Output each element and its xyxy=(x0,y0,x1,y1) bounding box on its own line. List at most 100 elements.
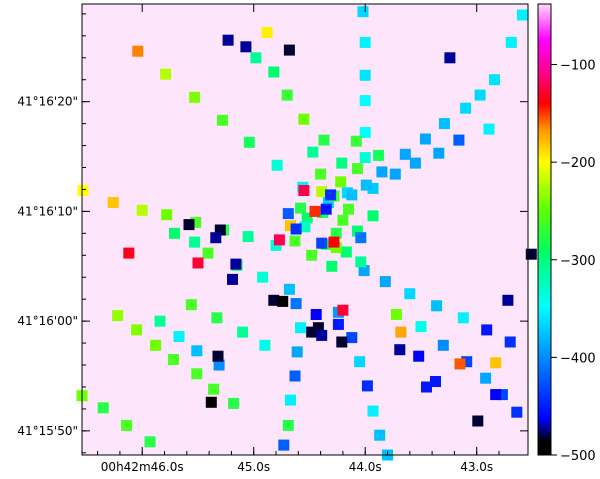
data-point xyxy=(496,389,508,401)
data-point xyxy=(399,148,411,160)
data-point xyxy=(307,146,319,158)
data-point xyxy=(290,298,302,310)
data-point xyxy=(202,247,214,259)
data-point xyxy=(502,294,514,306)
data-point xyxy=(505,36,517,48)
data-point xyxy=(169,227,180,239)
data-point xyxy=(261,27,273,38)
data-point xyxy=(211,312,223,324)
data-point xyxy=(282,419,294,431)
data-point xyxy=(282,208,294,220)
data-point xyxy=(351,163,363,175)
data-point xyxy=(359,36,371,48)
colorbar-tick-label: −400 xyxy=(560,351,596,366)
data-point xyxy=(389,168,401,180)
y-tick-label: 41°16'20" xyxy=(17,95,78,109)
data-point xyxy=(373,149,385,161)
data-point xyxy=(259,339,271,351)
x-tick-label: 00h42m46.0s xyxy=(101,460,184,474)
data-point xyxy=(205,396,217,408)
data-point xyxy=(355,232,367,244)
data-point xyxy=(167,354,179,365)
data-point xyxy=(283,283,295,295)
data-point xyxy=(277,295,289,307)
data-point xyxy=(243,136,255,148)
data-point xyxy=(351,225,363,237)
data-point xyxy=(504,336,516,348)
data-point xyxy=(285,220,296,232)
data-point xyxy=(376,166,388,178)
data-point xyxy=(112,310,124,322)
data-point xyxy=(183,219,195,231)
x-axis: 00h42m46.0s 45.0s 44.0s 43.0s xyxy=(97,4,500,474)
data-point xyxy=(271,159,283,171)
data-point xyxy=(379,276,391,288)
data-point xyxy=(340,246,352,258)
data-point xyxy=(191,345,203,357)
data-point xyxy=(289,235,301,247)
data-point xyxy=(214,224,226,236)
data-point xyxy=(437,339,449,351)
data-point xyxy=(358,265,370,277)
data-point xyxy=(421,381,432,393)
data-point xyxy=(306,326,318,338)
x-tick-label: 44.0s xyxy=(349,460,382,474)
data-point xyxy=(343,203,354,215)
data-points xyxy=(76,6,537,461)
data-point xyxy=(136,204,148,216)
data-point xyxy=(431,300,443,312)
data-point xyxy=(160,68,172,80)
data-point xyxy=(367,182,379,194)
data-point xyxy=(154,315,166,327)
data-point xyxy=(460,102,472,114)
colorbar xyxy=(537,3,552,456)
data-point xyxy=(357,6,369,18)
data-point xyxy=(394,344,406,356)
data-point xyxy=(295,202,306,214)
data-point xyxy=(415,321,427,333)
data-point xyxy=(328,236,340,248)
colorbar-tick-label: −100 xyxy=(560,59,596,74)
y-axis: 41°15'50" 41°16'00" 41°16'10" 41°16'20" xyxy=(17,13,528,454)
data-point xyxy=(150,339,162,351)
data-point xyxy=(461,356,473,368)
data-point xyxy=(444,52,456,64)
data-point xyxy=(285,394,296,406)
data-point xyxy=(355,256,367,268)
data-point xyxy=(316,329,328,341)
data-point xyxy=(337,214,349,226)
data-point xyxy=(318,134,330,146)
data-point xyxy=(132,45,144,57)
data-point xyxy=(212,350,224,362)
data-point xyxy=(346,332,358,344)
data-point xyxy=(227,273,238,285)
data-point xyxy=(350,135,362,147)
data-point xyxy=(173,331,185,342)
data-point xyxy=(144,436,156,448)
data-point xyxy=(367,210,379,222)
data-point xyxy=(228,397,240,409)
data-point xyxy=(490,357,502,369)
data-point xyxy=(283,44,295,56)
data-point xyxy=(316,186,328,198)
data-point xyxy=(474,89,486,101)
data-point xyxy=(281,89,293,101)
data-point xyxy=(273,234,285,246)
data-point xyxy=(131,324,143,336)
data-point xyxy=(359,69,371,81)
data-point xyxy=(367,405,379,417)
data-point xyxy=(310,309,322,320)
colorbar-tick-label: −200 xyxy=(560,156,596,171)
plot-frame xyxy=(81,3,529,456)
data-point xyxy=(320,203,332,215)
data-point xyxy=(306,249,318,261)
data-point xyxy=(325,189,337,201)
data-point xyxy=(97,402,109,414)
data-point xyxy=(413,350,425,362)
data-point xyxy=(330,227,342,239)
data-point xyxy=(240,41,252,53)
data-point xyxy=(77,185,89,196)
data-point xyxy=(361,380,373,392)
data-point xyxy=(312,322,324,334)
